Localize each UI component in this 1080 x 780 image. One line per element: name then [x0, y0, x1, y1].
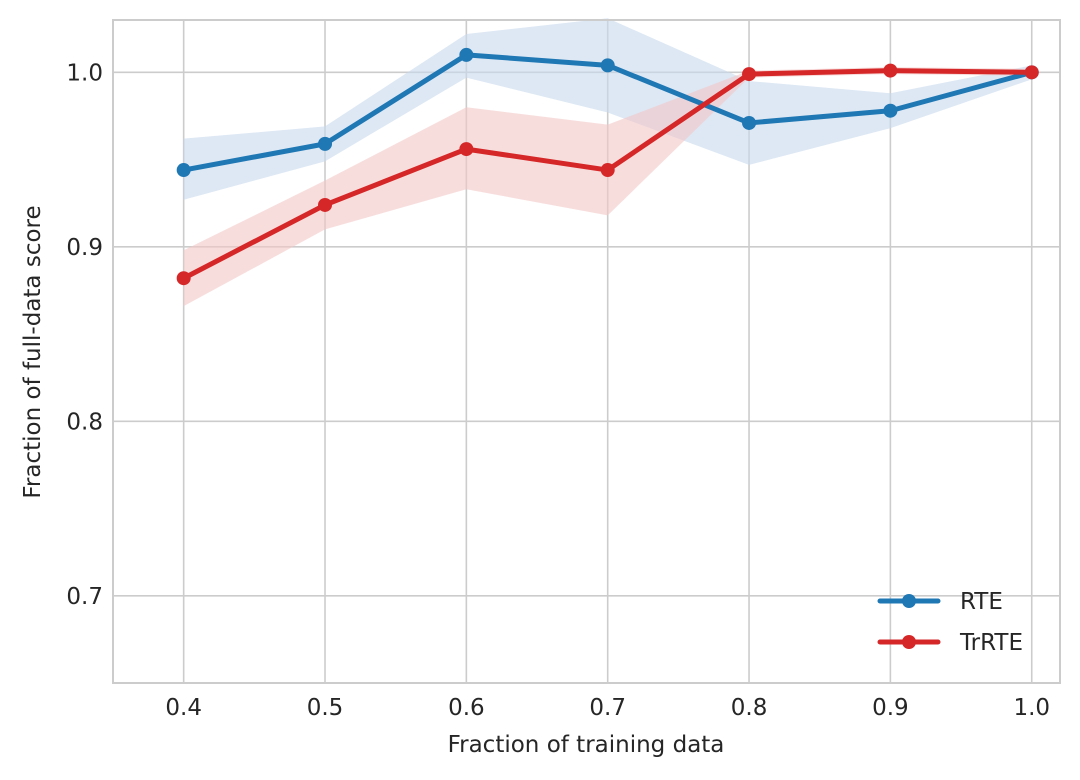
x-tick-labels: 0.4 0.5 0.6 0.7 0.8 0.9 1.0	[165, 695, 1050, 721]
data-point-rte	[318, 136, 333, 151]
legend-label: TrRTE	[959, 630, 1023, 656]
y-tick-labels: 0.7 0.8 0.9 1.0	[66, 60, 103, 609]
data-point-rte	[459, 47, 474, 62]
legend-label: RTE	[960, 589, 1003, 615]
confidence-band-rte	[183, 18, 1032, 200]
data-point-trrte	[318, 197, 333, 212]
x-tick-label: 0.7	[589, 695, 626, 721]
series-points	[176, 47, 1039, 286]
x-tick-label: 0.9	[872, 695, 909, 721]
legend-item-trrte: TrRTE	[877, 630, 1023, 656]
x-tick-label: 0.8	[731, 695, 768, 721]
y-tick-label: 0.9	[66, 235, 103, 261]
legend: RTE TrRTE	[877, 589, 1023, 656]
data-point-trrte	[1024, 65, 1039, 80]
y-tick-label: 0.7	[66, 584, 103, 610]
data-point-trrte	[459, 142, 474, 157]
legend-marker	[902, 594, 916, 608]
data-point-trrte	[176, 271, 191, 286]
data-point-rte	[742, 115, 757, 130]
x-tick-label: 0.5	[307, 695, 344, 721]
x-tick-label: 0.4	[165, 695, 202, 721]
data-point-rte	[600, 58, 615, 73]
data-point-trrte	[883, 63, 898, 78]
x-tick-label: 0.6	[448, 695, 485, 721]
grid	[113, 20, 1060, 683]
y-axis-label: Fraction of full-data score	[20, 205, 46, 498]
data-point-trrte	[600, 163, 615, 178]
data-point-rte	[176, 163, 191, 178]
data-point-trrte	[742, 67, 757, 82]
plot-frame	[112, 19, 1061, 684]
confidence-band-trrte	[183, 67, 1032, 307]
y-tick-label: 1.0	[66, 60, 103, 86]
data-point-rte	[883, 103, 898, 118]
x-tick-label: 1.0	[1013, 695, 1050, 721]
confidence-bands	[183, 18, 1032, 307]
legend-marker	[902, 635, 916, 649]
x-axis-label: Fraction of training data	[448, 732, 725, 758]
legend-item-rte: RTE	[877, 589, 1003, 615]
y-tick-label: 0.8	[66, 409, 103, 435]
